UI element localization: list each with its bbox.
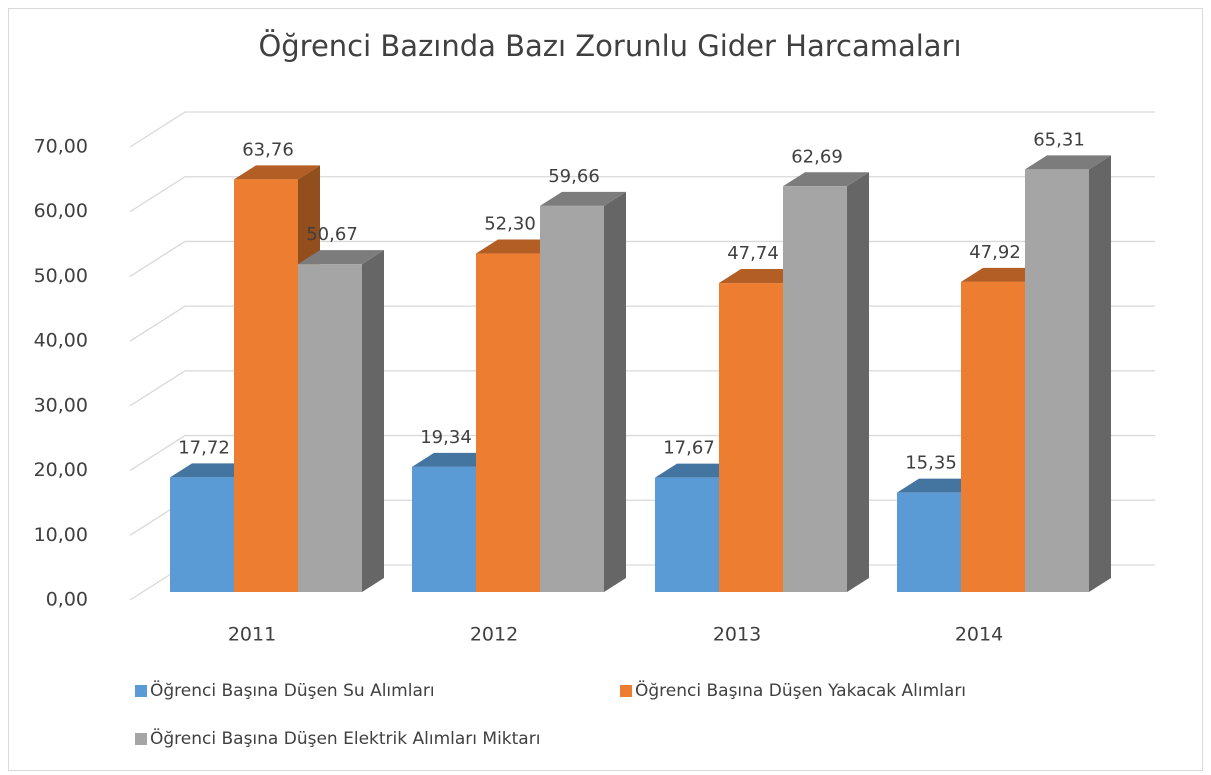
bar-face bbox=[476, 253, 540, 592]
bar-top bbox=[234, 165, 320, 180]
grid-line bbox=[129, 111, 1155, 148]
bar-face bbox=[170, 477, 234, 592]
value-label: 47,74 bbox=[727, 243, 779, 264]
value-label: 19,34 bbox=[420, 427, 472, 448]
bar-side bbox=[847, 172, 869, 592]
legend-swatch bbox=[135, 733, 147, 745]
bar-top bbox=[783, 172, 869, 187]
y-tick-label: 40,00 bbox=[34, 330, 88, 352]
bar-face bbox=[234, 179, 298, 592]
x-tick-label: 2014 bbox=[955, 624, 1003, 646]
y-tick-label: 10,00 bbox=[34, 524, 88, 546]
value-label: 47,92 bbox=[969, 242, 1021, 263]
y-tick-label: 50,00 bbox=[34, 265, 88, 287]
bar-face bbox=[719, 283, 783, 592]
bar-face bbox=[298, 264, 362, 592]
y-tick-label: 20,00 bbox=[34, 459, 88, 481]
bar bbox=[540, 191, 626, 593]
value-label: 17,72 bbox=[178, 437, 230, 458]
bar-face bbox=[1025, 169, 1089, 592]
bar-top bbox=[298, 250, 384, 265]
legend-label: Öğrenci Başına Düşen Elektrik Alımları M… bbox=[150, 727, 540, 749]
bar-top bbox=[1025, 155, 1111, 170]
bar-face bbox=[897, 492, 961, 592]
bar-face bbox=[961, 281, 1025, 592]
bar-face bbox=[783, 186, 847, 592]
value-label: 15,35 bbox=[905, 453, 957, 474]
y-tick-label: 60,00 bbox=[34, 200, 88, 222]
y-tick-label: 0,00 bbox=[46, 589, 88, 611]
bar-side bbox=[362, 250, 384, 592]
value-label: 52,30 bbox=[484, 214, 536, 235]
value-label: 62,69 bbox=[791, 146, 843, 167]
x-tick-label: 2012 bbox=[470, 624, 518, 646]
value-label: 65,31 bbox=[1033, 129, 1085, 150]
legend-swatch bbox=[620, 685, 632, 697]
value-label: 63,76 bbox=[242, 139, 294, 160]
value-label: 59,66 bbox=[548, 166, 600, 187]
legend-swatch bbox=[135, 685, 147, 697]
bar-side bbox=[604, 191, 626, 593]
bar bbox=[298, 250, 384, 592]
legend-label: Öğrenci Başına Düşen Su Alımları bbox=[150, 679, 435, 701]
bar-top bbox=[540, 191, 626, 206]
bar-side bbox=[1089, 155, 1111, 592]
x-tick-label: 2011 bbox=[228, 624, 276, 646]
y-tick-label: 70,00 bbox=[34, 136, 88, 158]
bar bbox=[783, 172, 869, 592]
y-tick-label: 30,00 bbox=[34, 394, 88, 416]
bar-face bbox=[655, 477, 719, 592]
bar-face bbox=[412, 466, 476, 592]
legend-label: Öğrenci Başına Düşen Yakacak Alımları bbox=[635, 679, 966, 701]
bar bbox=[1025, 155, 1111, 592]
chart-title: Öğrenci Bazında Bazı Zorunlu Gider Harca… bbox=[258, 29, 961, 63]
x-tick-label: 2013 bbox=[713, 624, 761, 646]
value-label: 17,67 bbox=[663, 438, 715, 459]
value-label: 50,67 bbox=[306, 224, 358, 245]
bar-face bbox=[540, 205, 604, 593]
